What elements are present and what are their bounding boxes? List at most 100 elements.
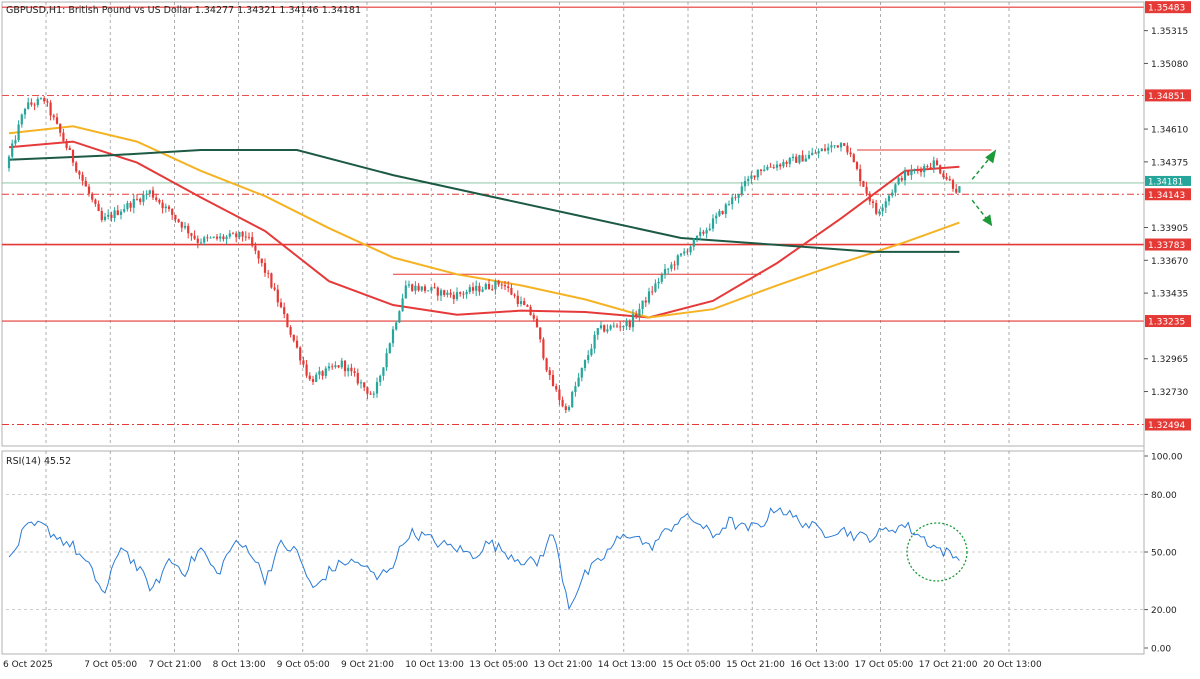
candle-body xyxy=(247,236,251,238)
candle-body xyxy=(606,329,609,332)
candle-body xyxy=(654,283,657,292)
price-axis: 1.35315 1.35080 1.34610 1.34375 1.33905 1.336… xyxy=(1143,1,1191,654)
candle-body xyxy=(407,284,411,286)
candle-body xyxy=(135,198,139,200)
candle-body xyxy=(635,314,638,317)
x-tick-label: 6 Oct 2025 xyxy=(3,660,53,670)
candle-body xyxy=(859,168,862,182)
candle-body xyxy=(929,167,932,168)
x-tick-label: 9 Oct 05:00 xyxy=(277,660,330,670)
candle-body xyxy=(318,371,321,375)
candle-body xyxy=(292,334,295,341)
candle-body xyxy=(625,321,628,326)
candle-body xyxy=(820,148,823,152)
candle-body xyxy=(526,305,529,307)
candle-body xyxy=(583,360,587,368)
candle-body xyxy=(753,175,756,178)
chart-title: GBPUSD,H1: British Pound vs US Dollar 1.… xyxy=(6,5,361,16)
candle-body xyxy=(814,152,817,154)
candle-body xyxy=(715,215,718,219)
candle-body xyxy=(327,366,331,369)
candle-body xyxy=(183,225,187,228)
candle-body xyxy=(679,253,683,256)
candle-body xyxy=(612,325,615,327)
candle-body xyxy=(20,114,23,125)
rsi-label: RSI(14) 45.52 xyxy=(6,456,71,467)
candle-body xyxy=(414,285,417,291)
price-tick-label: 1.35080 xyxy=(1151,60,1188,70)
candle-body xyxy=(36,98,39,106)
x-tick-label: 15 Oct 21:00 xyxy=(726,660,785,670)
candle-body xyxy=(465,291,468,295)
candle-body xyxy=(747,178,750,181)
candle-body xyxy=(215,236,219,239)
candle-body xyxy=(785,162,788,164)
x-tick-label: 10 Oct 13:00 xyxy=(405,660,464,670)
candle-body xyxy=(30,102,33,105)
candle-body xyxy=(401,298,404,312)
candle-body xyxy=(801,155,804,162)
candle-body xyxy=(455,292,459,300)
candle-body xyxy=(449,292,452,295)
candle-body xyxy=(379,375,382,382)
candle-body xyxy=(564,406,567,410)
x-tick-label: 14 Oct 13:00 xyxy=(598,660,657,670)
candle-body xyxy=(708,228,711,230)
candle-body xyxy=(731,197,734,205)
candle-body xyxy=(481,289,484,292)
rsi-tick-label: 0.00 xyxy=(1151,645,1171,655)
candle-body xyxy=(651,291,654,293)
candle-body xyxy=(132,198,135,208)
x-tick-label: 15 Oct 05:00 xyxy=(662,660,721,670)
candle-body xyxy=(107,214,110,217)
candle-body xyxy=(852,154,855,163)
candle-body xyxy=(148,190,151,194)
candle-body xyxy=(558,389,561,400)
candle-body xyxy=(62,132,65,142)
x-tick-label: 8 Oct 13:00 xyxy=(213,660,266,670)
candle-body xyxy=(663,269,667,275)
price-level-badge-label: 1.33783 xyxy=(1148,241,1185,251)
candle-body xyxy=(228,233,231,237)
candle-body xyxy=(686,251,689,253)
candle-body xyxy=(263,263,267,273)
current-price-badge xyxy=(1145,175,1191,186)
candle-body xyxy=(97,203,100,212)
candle-body xyxy=(817,151,820,154)
candle-body xyxy=(257,250,260,259)
candle-body xyxy=(910,170,913,176)
candle-body xyxy=(862,181,865,187)
candle-body xyxy=(846,145,849,153)
candle-body xyxy=(788,157,791,164)
price-level-badge-label: 1.34143 xyxy=(1148,191,1185,201)
candle-body xyxy=(839,143,843,148)
candle-body xyxy=(283,307,286,315)
candle-body xyxy=(33,104,36,106)
candle-body xyxy=(609,325,612,330)
candle-body xyxy=(123,209,126,212)
candle-body xyxy=(366,387,369,394)
rsi-tick-label: 20.00 xyxy=(1151,606,1177,616)
x-tick-label: 9 Oct 21:00 xyxy=(341,660,394,670)
price-tick-label: 1.32965 xyxy=(1151,355,1188,365)
up-arrow-head xyxy=(985,149,997,164)
candle-body xyxy=(539,327,542,340)
candle-body xyxy=(279,302,283,308)
price-tick-label: 1.32730 xyxy=(1151,388,1188,398)
candle-body xyxy=(641,300,644,310)
candle-body xyxy=(923,166,926,173)
candle-body xyxy=(459,292,462,294)
candle-body xyxy=(219,236,222,239)
candle-body xyxy=(468,287,471,292)
candle-body xyxy=(359,382,363,384)
candle-body xyxy=(273,287,276,290)
candle-body xyxy=(337,365,340,368)
candle-body xyxy=(388,343,391,354)
candle-body xyxy=(43,98,46,102)
price-tick-label: 1.35315 xyxy=(1151,27,1188,37)
rsi-line xyxy=(8,507,960,611)
candle-body xyxy=(315,374,318,382)
